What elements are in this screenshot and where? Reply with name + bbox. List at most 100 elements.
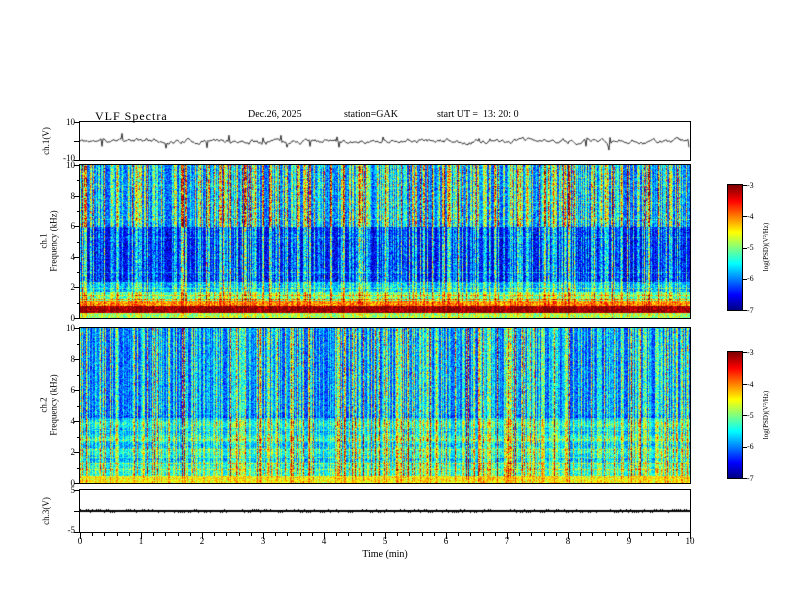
figure-start-ut: start UT = 13: 20: 0: [437, 109, 519, 120]
ch2-spec-ylabel-line1: ch.2: [38, 397, 49, 413]
tick-mark: [743, 216, 747, 217]
x-tick-label: 9: [626, 536, 632, 546]
y-tick-label: -5: [67, 525, 76, 535]
tick-mark: [92, 533, 93, 536]
x-tick-label: 7: [504, 536, 510, 546]
tick-mark: [446, 533, 447, 539]
tick-mark: [743, 352, 747, 353]
tick-mark: [178, 533, 179, 536]
x-tick-label: 1: [138, 536, 144, 546]
figure-date: Dec.26, 2025: [248, 109, 302, 120]
tick-mark: [263, 533, 264, 539]
ch2-spec-ylabel-line2: Frequency (kHz): [49, 374, 59, 436]
tick-mark: [74, 328, 80, 329]
tick-mark: [690, 533, 691, 539]
tick-mark: [743, 185, 747, 186]
tick-mark: [373, 533, 374, 536]
colorbar-tick-label: -5: [747, 243, 754, 252]
tick-mark: [641, 533, 642, 536]
tick-mark: [74, 511, 80, 512]
tick-mark: [226, 533, 227, 536]
tick-mark: [77, 437, 80, 438]
x-tick-label: 2: [199, 536, 205, 546]
tick-mark: [251, 533, 252, 536]
tick-mark: [74, 421, 80, 422]
y-tick-label: -10: [63, 153, 75, 163]
tick-mark: [129, 533, 130, 536]
tick-mark: [743, 447, 747, 448]
tick-mark: [348, 533, 349, 536]
tick-mark: [74, 452, 80, 453]
tick-mark: [141, 533, 142, 539]
y-tick-label: 6: [70, 221, 76, 231]
tick-mark: [77, 303, 80, 304]
tick-mark: [544, 533, 545, 536]
tick-mark: [80, 533, 81, 539]
y-tick-label: 10: [66, 323, 75, 333]
tick-mark: [74, 318, 80, 319]
ch3-waveform-canvas: [79, 489, 691, 533]
tick-mark: [678, 533, 679, 536]
ch1-spectrogram-canvas: [79, 164, 691, 319]
tick-mark: [275, 533, 276, 536]
x-tick-label: 10: [685, 536, 695, 546]
ch2-spectrogram-canvas: [79, 327, 691, 484]
tick-mark: [74, 160, 80, 161]
tick-mark: [214, 533, 215, 536]
tick-mark: [74, 287, 80, 288]
tick-mark: [743, 415, 747, 416]
ch1-wave-ylabel: ch.1(V): [40, 127, 51, 155]
tick-mark: [507, 533, 508, 539]
y-tick-label: 0: [70, 478, 76, 488]
tick-mark: [74, 257, 80, 258]
tick-mark: [361, 533, 362, 536]
tick-mark: [743, 310, 747, 311]
tick-mark: [434, 533, 435, 536]
tick-mark: [300, 533, 301, 536]
y-tick-label: 4: [70, 416, 76, 426]
tick-mark: [743, 384, 747, 385]
x-tick-label: 5: [382, 536, 388, 546]
tick-mark: [77, 211, 80, 212]
tick-mark: [202, 533, 203, 539]
tick-mark: [77, 242, 80, 243]
tick-mark: [458, 533, 459, 536]
tick-mark: [617, 533, 618, 536]
y-tick-label: 2: [70, 447, 76, 457]
tick-mark: [483, 533, 484, 536]
tick-mark: [629, 533, 630, 539]
colorbar-ch2: [727, 351, 743, 479]
tick-mark: [531, 533, 532, 536]
x-tick-label: 6: [443, 536, 449, 546]
colorbar-tick-label: -6: [747, 274, 754, 283]
tick-mark: [592, 533, 593, 536]
tick-mark: [605, 533, 606, 536]
x-tick-label: 8: [565, 536, 571, 546]
tick-mark: [409, 533, 410, 536]
colorbar-tick-label: -4: [747, 380, 754, 389]
tick-mark: [74, 122, 80, 123]
tick-mark: [77, 375, 80, 376]
tick-mark: [74, 196, 80, 197]
tick-mark: [117, 533, 118, 536]
y-tick-label: 4: [70, 252, 76, 262]
tick-mark: [556, 533, 557, 536]
tick-mark: [77, 344, 80, 345]
colorbar-tick-label: -3: [747, 181, 754, 190]
tick-mark: [239, 533, 240, 536]
tick-mark: [743, 478, 747, 479]
tick-mark: [190, 533, 191, 536]
colorbar-tick-label: -7: [747, 306, 754, 315]
colorbar-tick-label: -5: [747, 411, 754, 420]
tick-mark: [743, 248, 747, 249]
y-tick-label: 8: [70, 354, 76, 364]
tick-mark: [74, 141, 80, 142]
tick-mark: [495, 533, 496, 536]
tick-mark: [312, 533, 313, 536]
tick-mark: [470, 533, 471, 536]
colorbar-tick-label: -4: [747, 212, 754, 221]
tick-mark: [74, 165, 80, 166]
tick-mark: [568, 533, 569, 539]
y-tick-label: 10: [66, 117, 75, 127]
